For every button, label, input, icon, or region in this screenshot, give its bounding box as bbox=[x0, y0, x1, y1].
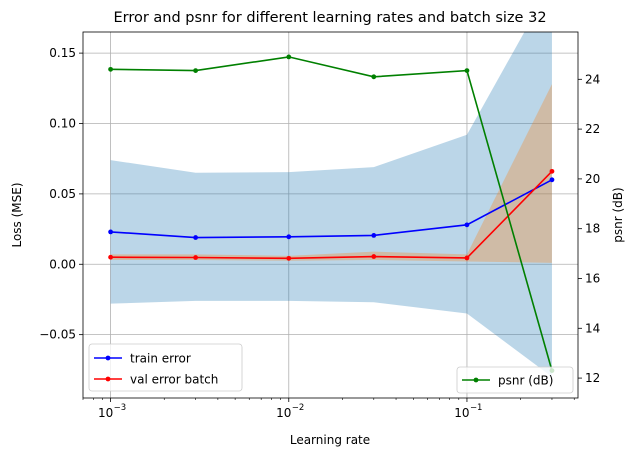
y-tick-label: −0.05 bbox=[39, 328, 76, 342]
x-tick-label-exponent: −1 bbox=[470, 403, 483, 413]
y-tick-label: 0.15 bbox=[49, 46, 76, 60]
data-point-s2-0 bbox=[108, 66, 113, 72]
data-point-s1-4 bbox=[464, 255, 470, 261]
legend-right-box bbox=[456, 366, 574, 394]
x-axis-ticks: 10 −3 10 −2 10 −1 bbox=[82, 398, 575, 420]
y2-axis-label: psnr (dB) bbox=[611, 187, 625, 242]
legend-left-box bbox=[88, 343, 243, 392]
x-tick-label-exponent: −3 bbox=[114, 403, 127, 413]
legend-label-train-error: train error bbox=[130, 352, 191, 366]
data-point-s2-1 bbox=[193, 68, 199, 73]
x-tick-label: 10 bbox=[98, 406, 113, 420]
legend-label-val-error-batch: val error batch bbox=[130, 373, 218, 387]
y2-tick-label: 20 bbox=[585, 172, 600, 186]
error-band-0 bbox=[110, 32, 552, 377]
data-point-s0-5 bbox=[549, 177, 555, 183]
series-line-2 bbox=[110, 56, 553, 371]
legend-right: psnr (dB) bbox=[456, 366, 574, 394]
legend-label-psnr: psnr (dB) bbox=[498, 374, 553, 388]
series-line-1 bbox=[110, 170, 553, 260]
series-line-0 bbox=[110, 179, 553, 239]
chart-title: Error and psnr for different learning ra… bbox=[113, 10, 546, 26]
x-tick-label: 10 bbox=[454, 406, 469, 420]
data-point-s2-4 bbox=[464, 68, 470, 73]
data-point-s2-2 bbox=[286, 54, 292, 60]
plot-frame bbox=[82, 31, 579, 399]
y2-tick-label: 16 bbox=[585, 271, 600, 285]
data-point-s1-2 bbox=[286, 255, 292, 261]
data-point-s0-0 bbox=[108, 229, 113, 235]
y-tick-label: 0.10 bbox=[49, 117, 76, 131]
y2-tick-label: 18 bbox=[585, 222, 600, 236]
y2-tick-label: 24 bbox=[585, 72, 600, 86]
data-point-s2-3 bbox=[371, 74, 377, 80]
series-lines bbox=[110, 56, 553, 371]
legend-marker-val-error-batch bbox=[105, 376, 111, 382]
data-point-s0-2 bbox=[286, 234, 292, 240]
y-tick-label: 0.05 bbox=[49, 187, 76, 201]
data-point-s0-3 bbox=[371, 233, 377, 238]
data-point-s1-1 bbox=[193, 255, 199, 260]
x-tick-label-exponent: −2 bbox=[292, 403, 305, 413]
y2-tick-label: 22 bbox=[585, 122, 600, 136]
legend-left: train error val error batch bbox=[88, 343, 243, 392]
y-axis-ticks: −0.05 0.00 0.05 0.10 0.15 bbox=[39, 46, 83, 342]
y2-axis-ticks: 12 14 16 18 20 22 24 bbox=[578, 72, 600, 385]
legend-marker-train-error bbox=[105, 355, 111, 361]
y2-tick-label: 14 bbox=[585, 321, 600, 335]
error-bands bbox=[110, 32, 552, 377]
y-axis-label: Loss (MSE) bbox=[10, 182, 24, 247]
x-axis-label: Learning rate bbox=[290, 433, 370, 447]
data-point-s1-3 bbox=[371, 254, 377, 259]
data-point-s1-5 bbox=[549, 168, 555, 174]
data-point-s0-4 bbox=[464, 222, 470, 228]
grid-lines bbox=[83, 32, 578, 398]
y-tick-label: 0.00 bbox=[49, 257, 76, 271]
error-band-1 bbox=[110, 84, 552, 263]
data-point-s0-1 bbox=[193, 235, 199, 240]
y2-tick-label: 12 bbox=[585, 371, 600, 385]
legend-marker-psnr bbox=[473, 377, 479, 383]
data-point-s1-0 bbox=[108, 254, 113, 260]
x-tick-label: 10 bbox=[276, 406, 291, 420]
